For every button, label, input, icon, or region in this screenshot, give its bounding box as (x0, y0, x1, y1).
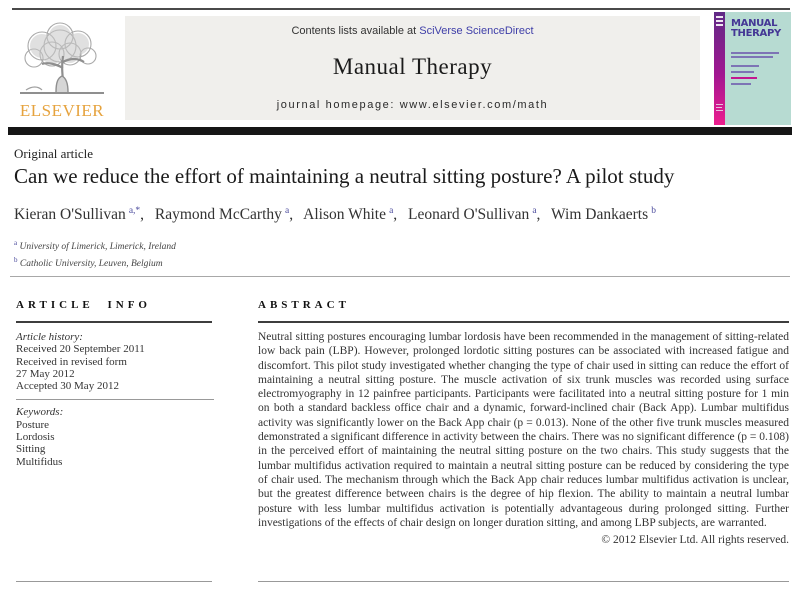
cover-spine-mark (716, 24, 723, 26)
journal-homepage-link[interactable]: journal homepage: www.elsevier.com/math (276, 99, 549, 111)
elsevier-logo: ELSEVIER (10, 20, 114, 122)
elsevier-wordmark: ELSEVIER (19, 101, 105, 120)
cover-text-bar (731, 77, 757, 79)
keyword: Posture (16, 418, 49, 431)
author-affiliation-sup: b (651, 206, 656, 216)
history-line: 27 May 2012 (16, 367, 75, 380)
abstract-text: Neutral sitting postures encouraging lum… (258, 331, 789, 529)
elsevier-tree-icon (12, 22, 112, 102)
article-history-label: Article history: (16, 331, 83, 343)
journal-name: Manual Therapy (332, 54, 493, 79)
journal-header-box: Contents lists available at SciVerse Sci… (125, 16, 700, 120)
article-info-rule (16, 321, 212, 323)
author: Alison White a, (303, 206, 398, 224)
copyright-line: © 2012 Elsevier Ltd. All rights reserved… (601, 534, 789, 547)
article-info-heading: ARTICLE INFO (16, 299, 151, 311)
cover-spine-mark (716, 104, 723, 105)
header-divider-bar (8, 127, 792, 135)
cover-spine-mark (716, 16, 723, 18)
author: Raymond McCarthy a, (154, 206, 294, 224)
history-line: Accepted 30 May 2012 (16, 380, 119, 393)
abstract-heading: ABSTRACT (258, 299, 350, 311)
keyword: Sitting (16, 443, 46, 456)
cover-spine-mark (716, 107, 722, 108)
article-title: Can we reduce the effort of maintaining … (14, 164, 675, 188)
affiliation: b Catholic University, Leuven, Belgium (14, 256, 163, 270)
author: Kieran O'Sullivan a,*, (14, 206, 145, 224)
author: Wim Dankaerts b (551, 206, 656, 224)
article-type-label: Original article (14, 146, 94, 161)
affiliation: a University of Limerick, Limerick, Irel… (14, 239, 176, 253)
sciverse-sciencedirect-link[interactable]: SciVerse ScienceDirect (419, 25, 534, 37)
top-rule (12, 8, 790, 10)
cover-spine-mark (716, 20, 723, 22)
cover-spine-mark (716, 110, 723, 111)
cover-title: MANUAL THERAPY (731, 19, 781, 38)
bottom-rule-right (258, 581, 789, 582)
cover-text-bar (731, 71, 754, 73)
section-top-rule (10, 276, 790, 277)
keyword: Multifidus (16, 455, 63, 468)
keyword: Lordosis (16, 431, 55, 444)
contents-line: Contents lists available at SciVerse Sci… (125, 25, 700, 37)
author-list: Kieran O'Sullivan a,*, Raymond McCarthy … (14, 206, 789, 224)
cover-subtitle-bar (731, 56, 773, 58)
cover-spine-strip (714, 12, 725, 125)
bottom-rule-left (16, 581, 212, 582)
cover-text-bar (731, 65, 759, 67)
history-line: Received 20 September 2011 (16, 343, 145, 356)
keywords-label: Keywords: (16, 406, 64, 419)
affiliation-list: a University of Limerick, Limerick, Irel… (14, 237, 176, 271)
author-affiliation-sup: a,* (128, 206, 141, 216)
cover-title-line2: THERAPY (731, 27, 781, 39)
author-affiliation-sup: a (389, 206, 394, 216)
cover-title-line1: MANUAL (731, 18, 778, 29)
abstract-column: Neutral sitting postures encouraging lum… (258, 330, 789, 547)
contents-prefix: Contents lists available at (291, 25, 417, 37)
history-line: Received in revised form (16, 355, 127, 368)
author: Leonard O'Sullivan a, (408, 206, 541, 224)
keywords-divider (16, 399, 214, 401)
journal-cover-thumbnail: MANUAL THERAPY (714, 12, 791, 125)
cover-text-bar (731, 83, 751, 85)
article-info-column: Article history: Received 20 September 2… (16, 331, 214, 468)
author-affiliation-sup: a (532, 206, 537, 216)
author-affiliation-sup: a (285, 206, 290, 216)
abstract-rule (258, 321, 789, 323)
cover-subtitle-bar (731, 52, 779, 54)
